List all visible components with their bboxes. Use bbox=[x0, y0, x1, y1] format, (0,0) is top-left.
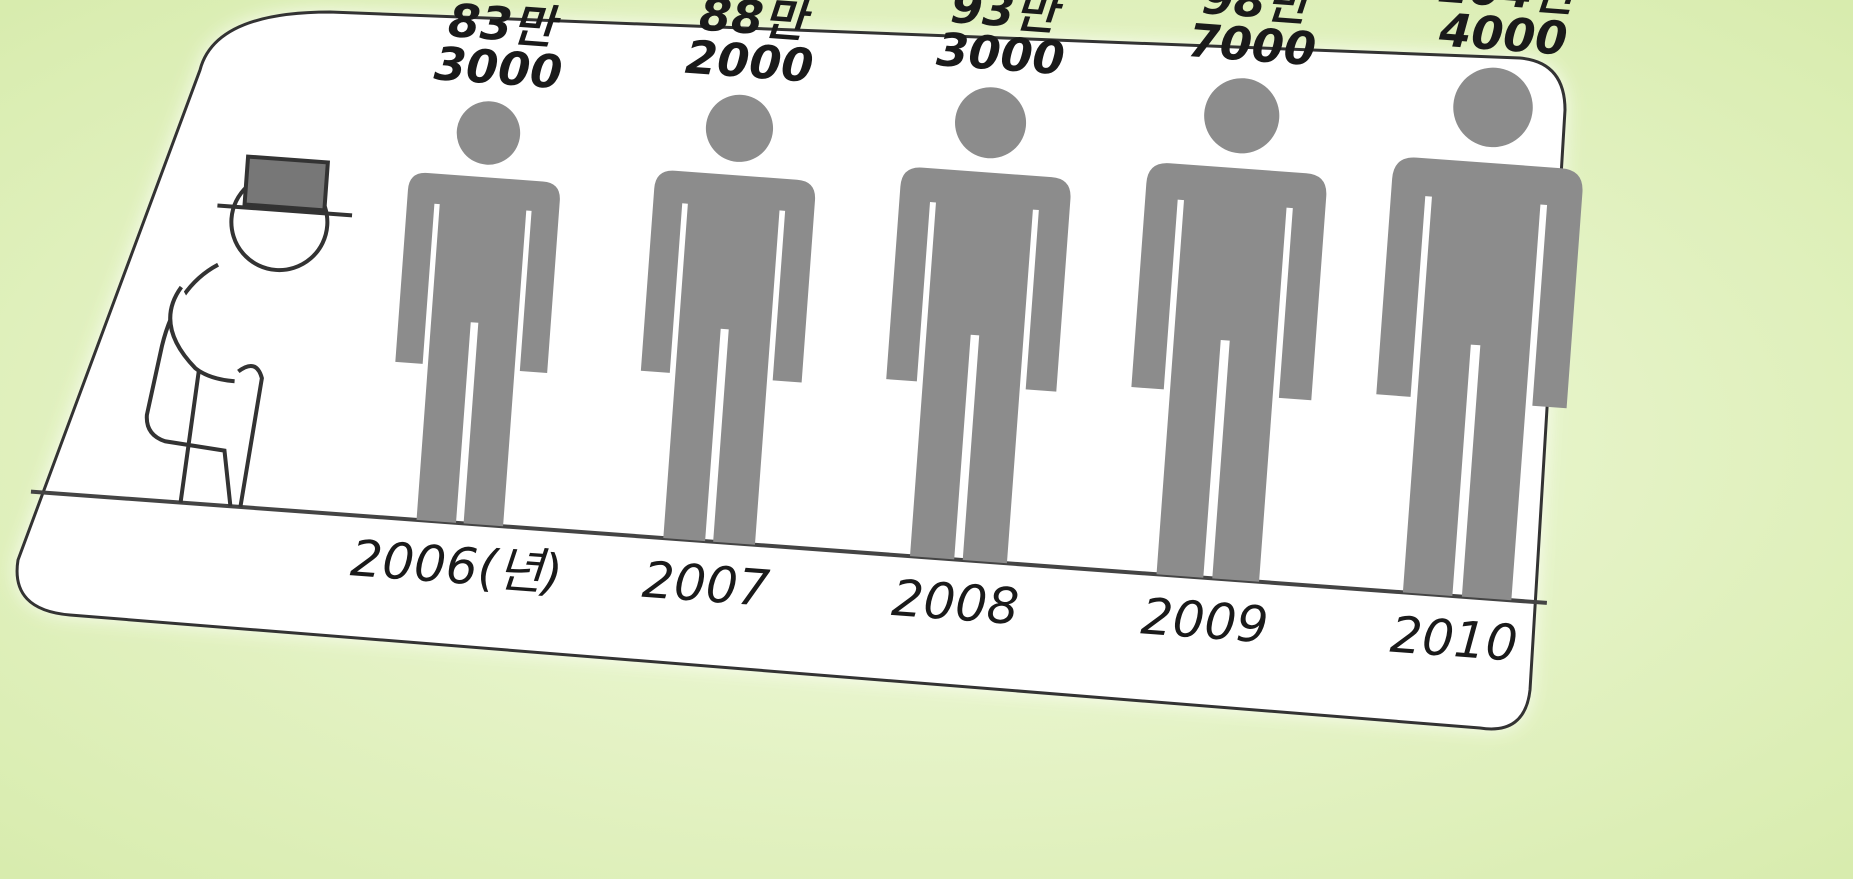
page: {"chart_data": {"type": "pictograph", "c… bbox=[0, 0, 1853, 879]
x-tick-label: 2010 bbox=[1388, 606, 1519, 673]
value-label: 4000 bbox=[1437, 3, 1570, 66]
value-label: 7000 bbox=[1186, 13, 1318, 76]
x-tick-label: 2007 bbox=[640, 551, 771, 618]
chart: 83만30002006(년)88만2000200793만3000200898만7… bbox=[0, 0, 1853, 879]
x-tick-label: 2009 bbox=[1139, 587, 1270, 654]
value-label: 3000 bbox=[935, 22, 1067, 85]
x-tick-label: 2008 bbox=[890, 569, 1021, 636]
value-label: 2000 bbox=[684, 30, 816, 93]
value-label: 3000 bbox=[432, 36, 564, 99]
